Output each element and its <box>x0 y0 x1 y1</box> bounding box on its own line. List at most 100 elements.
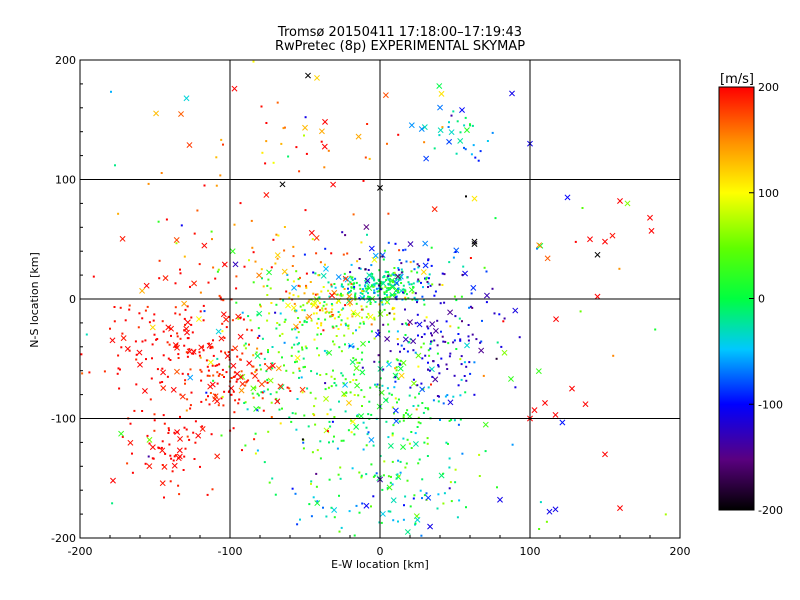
data-point <box>212 374 215 377</box>
data-point <box>258 334 261 337</box>
data-point <box>424 354 427 357</box>
data-point <box>181 372 184 375</box>
data-point <box>119 368 121 371</box>
data-point <box>297 284 300 287</box>
data-point <box>457 326 460 329</box>
data-point <box>206 374 209 377</box>
data-point-x <box>120 335 127 342</box>
data-point <box>353 373 356 376</box>
data-point <box>413 268 416 271</box>
data-point <box>410 283 413 286</box>
data-point <box>239 316 242 319</box>
data-point <box>397 378 400 380</box>
data-point <box>337 315 340 318</box>
data-point <box>574 240 577 243</box>
data-point <box>283 364 285 367</box>
data-point <box>259 364 262 367</box>
data-point <box>277 351 280 354</box>
data-point <box>207 369 210 372</box>
data-point-x <box>602 238 608 245</box>
y-tick-label: -200 <box>51 532 76 545</box>
data-point <box>378 521 381 524</box>
data-point <box>166 375 169 378</box>
data-point <box>340 526 343 529</box>
data-point <box>455 152 458 155</box>
data-point <box>413 296 416 299</box>
data-point <box>388 312 391 315</box>
data-point <box>337 473 340 476</box>
data-point <box>482 374 485 377</box>
data-point-x <box>423 155 430 162</box>
data-point <box>394 242 397 245</box>
data-point <box>402 416 405 419</box>
data-point <box>259 303 261 306</box>
data-point <box>326 430 329 433</box>
data-point <box>301 348 304 351</box>
data-point <box>246 408 249 411</box>
data-point <box>362 297 365 299</box>
data-point-x <box>237 333 244 340</box>
data-point <box>425 276 428 279</box>
data-point <box>391 432 394 435</box>
data-point <box>299 276 301 279</box>
data-point <box>325 515 328 518</box>
data-point <box>260 352 263 355</box>
data-point <box>402 249 405 252</box>
data-point <box>184 323 186 326</box>
data-point-x <box>207 359 214 366</box>
data-point <box>239 358 242 361</box>
data-point-x <box>464 127 470 134</box>
data-point <box>352 379 355 382</box>
data-point <box>205 398 208 401</box>
data-point <box>414 292 417 295</box>
data-point <box>352 357 355 360</box>
data-point <box>373 284 376 287</box>
data-point <box>282 127 285 130</box>
data-point <box>414 522 417 525</box>
data-point <box>400 262 403 265</box>
data-point <box>412 260 415 263</box>
data-point <box>444 340 447 343</box>
data-point <box>174 454 177 457</box>
data-point <box>384 270 387 273</box>
data-point <box>412 282 415 285</box>
data-point <box>262 285 265 288</box>
data-point <box>457 384 460 387</box>
data-point <box>283 249 286 252</box>
data-point <box>450 114 453 117</box>
data-point <box>458 499 461 502</box>
data-point <box>337 311 340 313</box>
data-point <box>428 273 431 276</box>
data-point <box>201 345 204 348</box>
data-point <box>315 472 318 475</box>
data-point <box>196 209 199 212</box>
data-point <box>286 386 289 389</box>
data-point <box>306 387 309 390</box>
data-point <box>198 351 201 354</box>
data-point <box>399 471 402 474</box>
data-point-x <box>187 374 194 381</box>
data-point <box>437 493 440 496</box>
data-point-x <box>353 365 360 372</box>
data-point <box>121 332 124 335</box>
data-point <box>189 407 192 410</box>
data-point <box>297 350 300 353</box>
data-point <box>301 346 303 349</box>
data-point <box>618 267 621 270</box>
data-point <box>275 303 278 306</box>
data-point <box>295 336 298 339</box>
data-point <box>371 277 374 280</box>
data-point <box>299 305 302 308</box>
data-point-x <box>404 529 411 535</box>
data-point <box>219 296 222 299</box>
data-point <box>394 296 397 299</box>
data-point <box>301 391 304 394</box>
data-point <box>294 328 297 331</box>
data-point <box>252 60 255 63</box>
data-point <box>319 374 322 376</box>
data-point-x <box>178 111 184 117</box>
data-point <box>233 371 236 374</box>
data-point <box>224 351 227 354</box>
data-point <box>285 369 288 372</box>
data-point <box>319 309 321 312</box>
